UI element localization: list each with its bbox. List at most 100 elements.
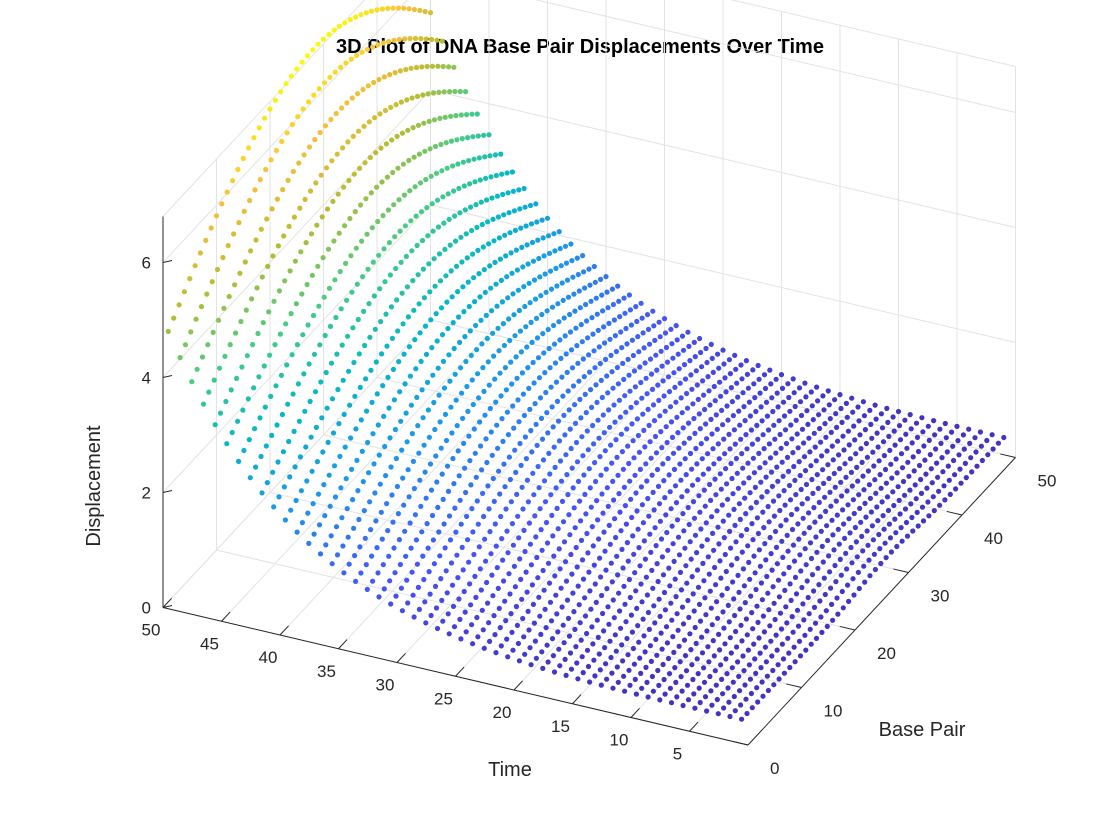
data-point	[487, 263, 493, 269]
data-point	[450, 163, 456, 169]
data-point	[703, 345, 709, 352]
data-point	[766, 441, 773, 447]
data-point	[478, 317, 484, 323]
data-point	[686, 614, 692, 621]
data-point	[668, 700, 675, 706]
data-point	[708, 688, 714, 694]
data-point	[412, 184, 418, 190]
data-point	[662, 691, 668, 697]
data-point	[351, 171, 357, 177]
data-point	[645, 609, 652, 616]
data-point	[439, 332, 446, 338]
data-point	[451, 481, 457, 487]
data-point	[350, 325, 356, 331]
data-point	[743, 510, 749, 517]
data-point	[318, 379, 324, 385]
data-point	[539, 436, 546, 442]
data-point	[735, 572, 741, 579]
data-point	[723, 389, 729, 395]
grid-line	[572, 415, 841, 705]
data-point	[446, 513, 453, 519]
x-tick-label: 5	[673, 744, 682, 763]
data-point	[616, 590, 622, 596]
data-point	[487, 638, 493, 645]
data-point	[463, 358, 469, 365]
data-point	[425, 545, 431, 551]
data-point	[485, 359, 491, 365]
data-point	[888, 461, 894, 467]
grid-line	[162, 89, 431, 378]
data-point	[550, 424, 556, 430]
data-point	[501, 461, 507, 467]
data-point	[638, 379, 644, 386]
data-point	[326, 285, 333, 291]
data-point	[425, 233, 431, 239]
data-point	[312, 389, 319, 395]
data-point	[408, 402, 414, 408]
data-point	[194, 366, 200, 372]
data-point	[862, 579, 868, 585]
y-tick-label: 10	[824, 702, 843, 721]
data-point	[892, 516, 898, 522]
data-point	[521, 185, 527, 192]
data-point	[819, 543, 825, 550]
data-point	[787, 497, 794, 503]
data-point	[561, 412, 567, 418]
data-point	[886, 433, 892, 439]
data-point	[330, 198, 336, 204]
data-point	[465, 537, 471, 543]
data-point	[620, 360, 626, 366]
data-point	[428, 317, 434, 323]
data-point	[675, 430, 681, 436]
data-point	[374, 7, 380, 13]
data-point	[716, 631, 722, 638]
data-point	[457, 88, 463, 95]
data-point	[644, 478, 650, 484]
data-point	[393, 593, 399, 599]
data-point	[511, 208, 517, 214]
data-point	[419, 387, 425, 393]
data-point	[761, 629, 768, 635]
data-point	[537, 395, 544, 401]
data-point	[626, 667, 632, 673]
data-point	[770, 408, 776, 415]
data-point	[796, 638, 803, 644]
x-tick-label: 15	[551, 717, 570, 736]
data-point	[232, 282, 238, 288]
data-point	[860, 473, 866, 479]
data-point	[594, 399, 600, 405]
data-point	[777, 610, 784, 616]
data-point	[767, 367, 773, 373]
data-point	[1001, 434, 1007, 441]
data-point	[813, 534, 819, 540]
data-point	[420, 415, 426, 421]
data-point	[377, 481, 383, 487]
data-point	[363, 10, 369, 16]
data-point	[486, 382, 492, 388]
data-point	[488, 429, 494, 435]
data-point	[519, 244, 525, 250]
data-point	[273, 383, 279, 389]
data-point	[470, 529, 476, 535]
data-point	[721, 625, 727, 631]
axes	[162, 216, 1016, 746]
data-point	[735, 394, 741, 400]
data-point	[591, 562, 597, 568]
data-point	[225, 243, 231, 249]
data-point	[953, 486, 959, 492]
data-point	[634, 605, 640, 612]
data-point	[764, 489, 770, 495]
data-point	[430, 537, 436, 543]
data-point	[429, 345, 435, 351]
data-point	[865, 468, 872, 474]
data-point	[886, 521, 893, 527]
data-point	[643, 664, 649, 671]
data-point	[642, 649, 648, 655]
data-point	[539, 649, 545, 655]
data-point	[711, 383, 717, 390]
data-point	[538, 293, 544, 299]
data-point	[492, 376, 498, 382]
data-point	[536, 255, 542, 262]
data-point	[421, 120, 427, 126]
data-point	[511, 312, 517, 318]
